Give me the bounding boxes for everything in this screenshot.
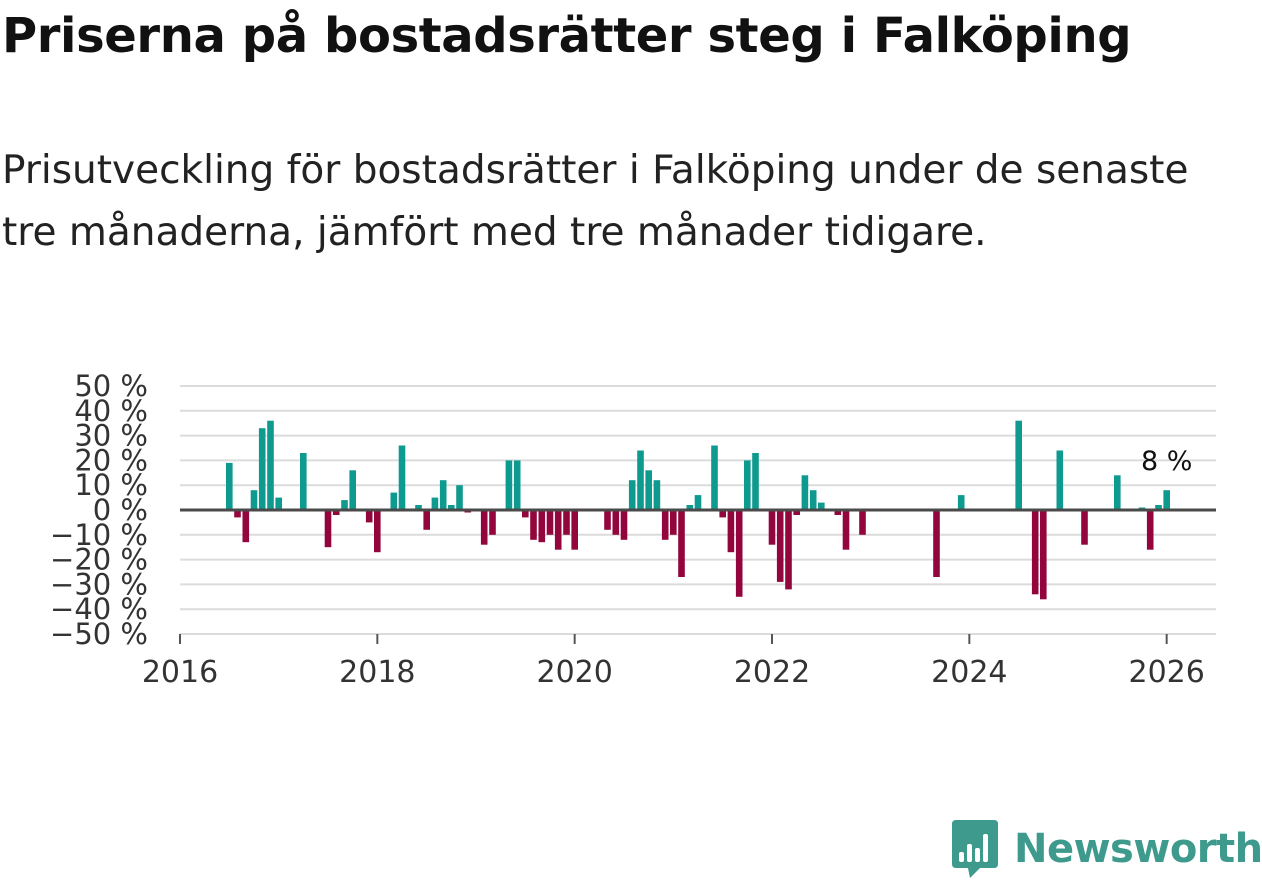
bar	[793, 510, 800, 515]
bar	[489, 510, 496, 535]
y-tick-label: −50 %	[50, 617, 148, 651]
x-tick-label: 2020	[536, 655, 612, 690]
chart-subtitle: Prisutveckling för bostadsrätter i Falkö…	[2, 148, 1189, 255]
bar	[604, 510, 611, 530]
bar	[1056, 450, 1064, 510]
y-tick-label: 30 %	[74, 419, 148, 453]
bar	[637, 450, 644, 510]
x-tick-label: 2024	[931, 655, 1007, 690]
bar	[554, 510, 562, 550]
bar	[1081, 510, 1088, 545]
bar	[431, 497, 439, 510]
bar	[678, 510, 685, 577]
newsworthy-logo-icon	[952, 820, 998, 878]
bar	[859, 510, 866, 535]
bar	[242, 510, 250, 543]
bar	[439, 480, 447, 510]
newsworthy-logo-text: Newsworthy	[1014, 826, 1262, 872]
y-tick-label: 20 %	[74, 443, 148, 477]
chart-title: Priserna på bostadsrätter steg i Falköpi…	[2, 8, 1132, 64]
bar	[711, 445, 718, 510]
newsworthy-logo[interactable]: Newsworthy	[950, 818, 1262, 880]
y-axis-labels: 50 %40 %30 %20 %10 %0 %−10 %−20 %−30 %−4…	[50, 369, 148, 651]
bar	[1031, 510, 1039, 595]
bar	[275, 497, 282, 510]
bar	[415, 505, 422, 510]
bar	[546, 510, 554, 535]
y-tick-label: −20 %	[50, 543, 148, 577]
bar	[719, 510, 726, 518]
x-tick-label: 2022	[734, 655, 810, 690]
bar	[349, 470, 356, 510]
bar	[1155, 505, 1162, 510]
bar	[612, 510, 620, 535]
bar	[670, 510, 677, 535]
bar	[768, 510, 776, 545]
bar	[341, 500, 348, 510]
x-axis-ticks: 2016 2018 2020 2022 2024 2026	[142, 634, 1205, 690]
bar	[234, 510, 241, 518]
bar	[776, 510, 784, 582]
bar	[661, 510, 669, 540]
y-tick-label: 40 %	[74, 394, 148, 428]
bar	[365, 510, 373, 523]
bar	[332, 510, 340, 515]
bar	[620, 510, 628, 540]
y-tick-label: −30 %	[50, 567, 148, 601]
x-tick-label: 2026	[1128, 655, 1204, 690]
bar	[645, 470, 652, 510]
y-tick-label: 50 %	[74, 369, 148, 403]
bar	[834, 510, 842, 515]
bar	[324, 510, 332, 548]
bar	[735, 510, 743, 597]
x-tick-label: 2016	[142, 655, 218, 690]
bar-chart: 50 %40 %30 %20 %10 %0 %−10 %−20 %−30 %−4…	[50, 369, 1216, 690]
bar	[374, 510, 381, 553]
bar	[818, 502, 825, 510]
bar	[563, 510, 570, 535]
bar	[957, 495, 965, 510]
bar	[1163, 490, 1170, 510]
bar	[785, 510, 792, 590]
bar	[448, 505, 455, 510]
bar	[933, 510, 940, 577]
bar	[513, 460, 521, 510]
bar	[530, 510, 537, 540]
bar	[258, 428, 266, 510]
x-tick-label: 2018	[339, 655, 415, 690]
bar	[538, 510, 546, 543]
bar	[1015, 420, 1022, 510]
bar	[1040, 510, 1047, 600]
bar	[300, 453, 307, 510]
bar	[1114, 475, 1121, 510]
bar	[694, 495, 702, 510]
y-tick-label: 0 %	[93, 493, 148, 527]
bar	[505, 460, 513, 510]
bar	[423, 510, 430, 530]
bar	[653, 480, 661, 510]
bar	[522, 510, 529, 518]
y-tick-label: −40 %	[50, 592, 148, 626]
y-tick-label: 10 %	[74, 468, 148, 502]
bar	[1146, 510, 1154, 550]
bar	[809, 490, 817, 510]
bar	[480, 510, 488, 545]
bar	[456, 485, 463, 510]
bar	[226, 462, 233, 510]
bar	[628, 480, 636, 510]
bar	[744, 460, 751, 510]
y-tick-label: −10 %	[50, 518, 148, 552]
bar	[390, 492, 398, 510]
bar	[571, 510, 578, 550]
bar	[727, 510, 735, 553]
last-value-label: 8 %	[1141, 446, 1192, 477]
bars	[226, 420, 1170, 600]
bar	[801, 475, 809, 510]
bar	[267, 420, 274, 510]
bar	[686, 505, 694, 510]
bar	[752, 453, 759, 510]
bar	[250, 490, 258, 510]
bar	[842, 510, 850, 550]
bar	[398, 445, 406, 510]
